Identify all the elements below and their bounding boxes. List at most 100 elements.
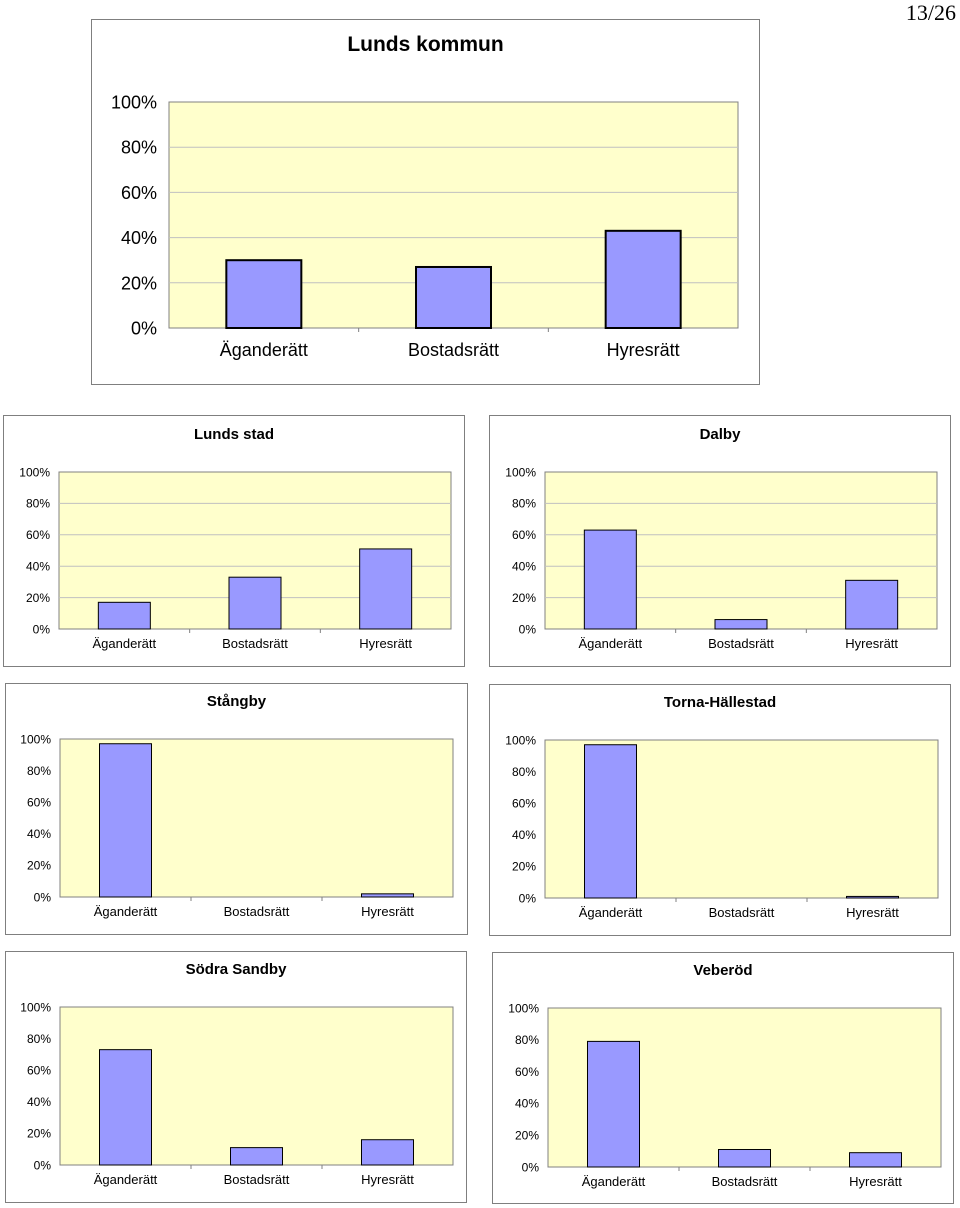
bar-hyresratt <box>361 1139 414 1166</box>
chart-plot: 0% 20% 40% 60% 80% 100% Äganderätt Bostadsrätt H… <box>20 1000 454 1187</box>
bar-hyresratt <box>845 579 899 630</box>
x-category-label: Äganderätt <box>93 636 157 651</box>
bar-aganderatt <box>99 1049 152 1166</box>
y-tick-label: 80% <box>512 497 536 511</box>
y-tick-label: 40% <box>512 560 536 574</box>
chart-title: Veberöd <box>693 962 753 979</box>
bar-aganderatt <box>587 1040 640 1168</box>
y-tick-label: 60% <box>515 1065 539 1079</box>
bar-hyresratt <box>361 893 414 898</box>
chart-title: Södra Sandby <box>185 961 287 978</box>
x-category-label: Äganderätt <box>582 1174 646 1189</box>
bar-aganderatt <box>97 601 151 630</box>
chart-plot: 0% 20% 40% 60% 80% 100% Äganderätt Bostadsrätt H… <box>505 733 939 920</box>
bar-bostadsratt <box>228 576 282 630</box>
y-tick-label: 0% <box>519 891 537 905</box>
x-category-label: Bostadsrätt <box>224 904 290 919</box>
x-category-label: Hyresrätt <box>361 904 414 919</box>
chart-torna-hallestad: Torna-Hällestad 0% 20% 40% 60% 80% 100% Ägande… <box>489 684 951 936</box>
x-category-label: Äganderätt <box>94 904 158 919</box>
bar-bostadsratt <box>230 1147 283 1166</box>
page-number: 13/26 <box>905 0 956 25</box>
y-tick-label: 20% <box>515 1129 539 1143</box>
chart-title: Stångby <box>206 693 267 710</box>
chart-plot: 0% 20% 40% 60% 80% 100% Äganderätt Bostadsrätt H… <box>505 465 938 651</box>
x-category-label: Hyresrätt <box>361 1172 414 1187</box>
x-category-label: Äganderätt <box>579 636 643 651</box>
y-tick-label: 100% <box>505 733 536 747</box>
y-tick-label: 40% <box>121 228 157 248</box>
y-tick-label: 60% <box>27 1064 51 1078</box>
chart-plot: 0% 20% 40% 60% 80% 100% Äganderätt Bostadsrätt H… <box>111 92 739 360</box>
y-tick-label: 60% <box>512 797 536 811</box>
y-tick-label: 20% <box>26 591 50 605</box>
y-tick-label: 100% <box>19 465 50 479</box>
chart-title: Torna-Hällestad <box>663 694 777 711</box>
y-tick-label: 80% <box>27 764 51 778</box>
x-category-label: Bostadsrätt <box>712 1174 778 1189</box>
y-tick-label: 0% <box>131 318 157 338</box>
x-category-label: Bostadsrätt <box>224 1172 290 1187</box>
chart-sodra-sandby: Södra Sandby 0% 20% 40% 60% 80% 100% Äganderät… <box>5 951 467 1203</box>
chart-stangby: Stångby 0% 20% 40% 60% 80% 100% Äganderätt Bost… <box>5 683 468 935</box>
bar-aganderatt <box>583 529 637 630</box>
bar-hyresratt <box>604 229 682 330</box>
bar-bostadsratt <box>714 619 768 630</box>
bar-aganderatt <box>225 259 303 329</box>
chart-lunds-kommun: Lunds kommun 0% 20% 40% 60% 80% 100% Äganderät… <box>91 19 760 385</box>
x-category-label: Hyresrätt <box>607 340 680 360</box>
y-tick-label: 100% <box>505 465 536 479</box>
y-tick-label: 40% <box>512 828 536 842</box>
bar-bostadsratt <box>718 1149 771 1168</box>
chart-title: Lunds stad <box>193 426 274 443</box>
y-tick-label: 20% <box>512 860 536 874</box>
chart-plot: 0% 20% 40% 60% 80% 100% Äganderätt Bostadsrätt H… <box>508 1001 942 1189</box>
y-tick-label: 60% <box>27 796 51 810</box>
chart-title: Lunds kommun <box>347 33 504 56</box>
chart-veberod: Veberöd 0% 20% 40% 60% 80% 100% Äganderätt Bost… <box>492 952 954 1204</box>
y-tick-label: 20% <box>512 591 536 605</box>
y-tick-label: 40% <box>26 560 50 574</box>
y-tick-label: 60% <box>121 183 157 203</box>
chart-plot: 0% 20% 40% 60% 80% 100% Äganderätt Bostadsrätt H… <box>20 732 454 919</box>
chart-dalby: Dalby 0% 20% 40% 60% 80% 100% Äganderätt Bostad… <box>489 415 951 667</box>
x-category-label: Bostadsrätt <box>222 636 288 651</box>
x-category-label: Bostadsrätt <box>408 340 499 360</box>
y-tick-label: 0% <box>34 1158 52 1172</box>
y-tick-label: 80% <box>26 497 50 511</box>
x-category-label: Hyresrätt <box>849 1174 902 1189</box>
x-category-label: Bostadsrätt <box>708 636 774 651</box>
bar-bostadsratt <box>415 265 492 329</box>
y-tick-label: 0% <box>519 622 537 636</box>
y-tick-label: 80% <box>515 1033 539 1047</box>
y-tick-label: 0% <box>34 890 52 904</box>
y-tick-label: 100% <box>20 732 51 746</box>
y-tick-label: 40% <box>27 827 51 841</box>
y-tick-label: 60% <box>512 528 536 542</box>
y-tick-label: 80% <box>27 1032 51 1046</box>
y-tick-label: 100% <box>508 1001 539 1015</box>
chart-title: Dalby <box>699 426 741 443</box>
bar-aganderatt <box>99 743 152 898</box>
y-tick-label: 40% <box>515 1097 539 1111</box>
x-category-label: Äganderätt <box>579 905 643 920</box>
y-tick-label: 0% <box>522 1160 540 1174</box>
x-category-label: Äganderätt <box>220 340 308 360</box>
bar-hyresratt <box>849 1152 902 1168</box>
bar-hyresratt <box>359 548 413 630</box>
x-category-label: Hyresrätt <box>846 905 899 920</box>
y-tick-label: 80% <box>121 138 157 158</box>
x-category-label: Hyresrätt <box>845 636 898 651</box>
chart-lunds-stad: Lunds stad 0% 20% 40% 60% 80% 100% Äganderätt B… <box>3 415 465 667</box>
y-tick-label: 100% <box>20 1000 51 1014</box>
y-tick-label: 100% <box>111 92 157 112</box>
chart-plot: 0% 20% 40% 60% 80% 100% Äganderätt Bostadsrätt H… <box>19 465 452 651</box>
x-category-label: Bostadsrätt <box>709 905 775 920</box>
x-category-label: Hyresrätt <box>359 636 412 651</box>
bar-hyresratt <box>846 895 899 899</box>
y-tick-label: 40% <box>27 1095 51 1109</box>
y-tick-label: 20% <box>27 1127 51 1141</box>
x-category-label: Äganderätt <box>94 1172 158 1187</box>
y-tick-label: 60% <box>26 528 50 542</box>
y-tick-label: 80% <box>512 765 536 779</box>
